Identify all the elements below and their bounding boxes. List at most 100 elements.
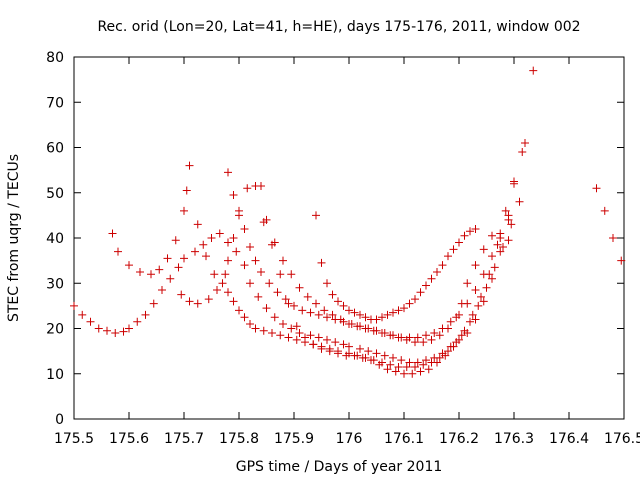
data-point [155,265,164,274]
data-point [298,306,307,315]
data-point [270,313,279,322]
plot-frame [73,56,625,420]
data-point [378,313,386,322]
data-point [471,286,480,295]
data-point [281,295,290,304]
y-tick-label: 80 [46,50,64,66]
data-point [444,347,452,356]
data-point [199,240,208,249]
data-point [468,310,477,319]
data-point [364,347,373,356]
data-point [609,234,617,242]
data-point [276,331,285,340]
data-point [224,168,232,177]
data-point [419,338,428,347]
data-point [419,360,428,369]
data-point [158,286,166,295]
data-point [342,351,351,360]
data-point [345,319,353,328]
data-point [394,362,403,371]
data-point [125,324,133,333]
data-point [312,299,320,308]
data-point [488,252,496,261]
data-point [295,329,304,338]
data-point [460,231,469,240]
data-point [449,245,458,254]
data-point [119,327,128,336]
data-point [444,252,452,261]
data-point [435,353,444,362]
data-point [314,333,323,342]
data-point [427,335,436,344]
data-point [504,236,513,245]
data-point [125,261,133,270]
x-tick-label: 176.1 [384,431,424,447]
data-point [471,224,480,233]
data-point [518,148,527,157]
data-point [405,358,414,367]
data-point [479,270,488,279]
data-point [177,290,186,299]
data-point [210,270,219,279]
data-point [246,319,254,328]
data-point [394,306,403,315]
data-point [103,326,111,335]
data-point [389,308,397,317]
data-point [521,138,529,147]
data-point [353,322,362,331]
axis-ticks [73,56,625,420]
data-point [367,356,375,365]
data-point [273,288,282,297]
data-point [413,333,422,342]
data-point [515,197,524,206]
data-point [488,231,496,240]
data-point [345,342,353,351]
data-point [240,313,249,322]
data-point [372,349,381,358]
data-point [163,254,172,263]
data-point [284,333,293,342]
data-point [386,360,395,369]
data-point [496,247,505,256]
data-point [331,338,340,347]
data-point [213,286,221,295]
data-point [463,279,472,288]
data-point [257,267,265,276]
data-point [394,333,403,342]
data-point [386,331,395,340]
data-point [174,263,183,272]
data-point [402,362,411,371]
data-point [501,206,510,215]
data-point [328,290,337,299]
data-point [430,329,439,338]
y-tick-label: 50 [46,186,64,202]
data-point [510,177,518,186]
data-point [416,367,425,376]
data-point [166,274,175,283]
data-point [457,299,466,308]
data-point [320,306,329,315]
x-tick-label: 175.7 [164,431,204,447]
data-point [325,347,334,356]
data-point [180,254,188,263]
data-point [411,338,419,347]
data-point [171,236,180,245]
data-point [279,256,287,265]
data-point [424,365,433,374]
y-tick-label: 30 [46,276,64,292]
data-point [507,220,516,229]
data-point [232,247,241,256]
data-point [496,229,505,238]
data-point [235,206,243,215]
data-point [70,301,78,310]
chart-title: Rec. orid (Lon=20, Lat=41, h=HE), days 1… [97,19,580,35]
data-point [339,340,348,349]
data-point [471,261,480,270]
data-point [422,331,430,340]
data-points [70,66,626,378]
data-point [303,292,312,301]
data-point [466,317,474,326]
data-point [323,279,331,288]
x-tick-label: 176.3 [494,431,534,447]
